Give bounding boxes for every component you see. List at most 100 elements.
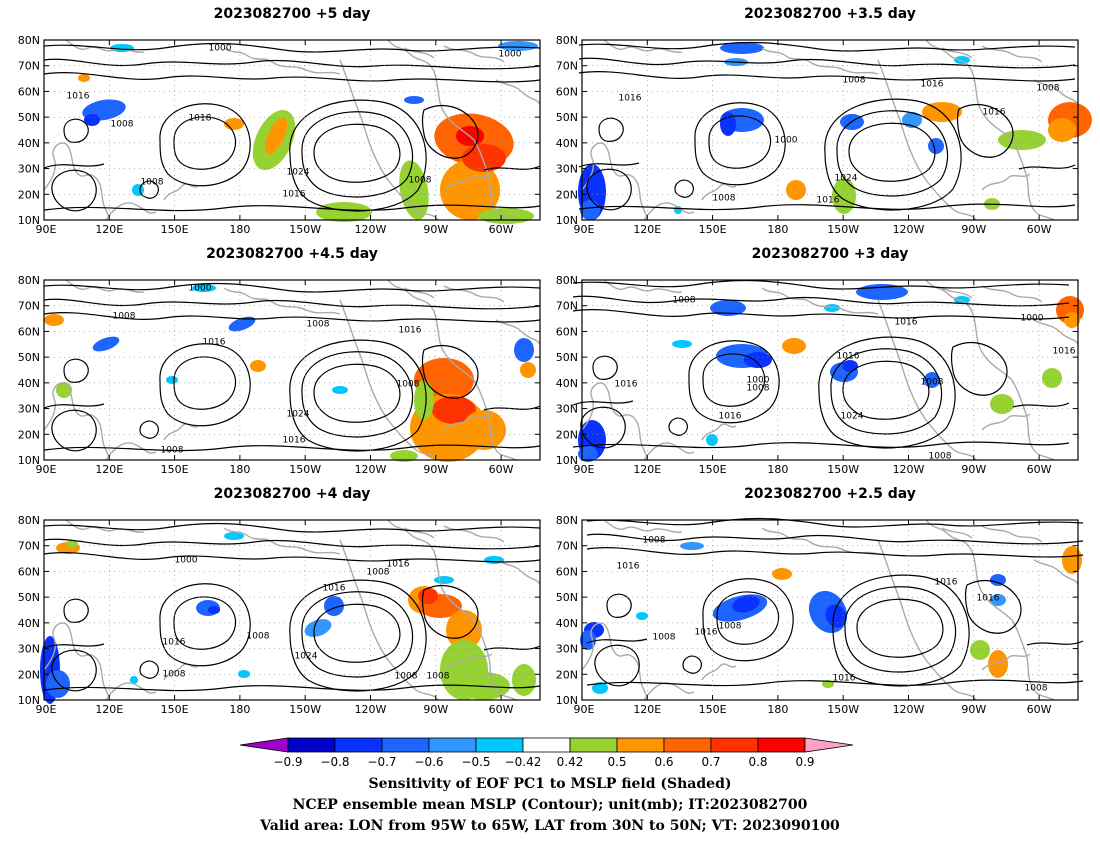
colorbar-segment: [616, 737, 665, 753]
lon-tick-label: 90W: [961, 703, 986, 716]
panel-title-6: 2023082700 +2.5 day: [744, 486, 916, 502]
isobar-label: 1016: [323, 584, 346, 594]
coastline: [603, 519, 683, 534]
shaded-anomaly: [710, 300, 746, 316]
lat-tick-label: 50N: [18, 111, 40, 124]
shaded-anomaly: [250, 360, 266, 372]
lon-tick-label: 90W: [423, 703, 448, 716]
isobar-label: 1008: [1025, 684, 1048, 694]
shaded-anomaly: [208, 606, 220, 614]
isobar-contour: [63, 598, 89, 623]
lon-tick-label: 60W: [1027, 703, 1052, 716]
isobar-contour: [159, 343, 251, 427]
isobar-contour: [964, 580, 1022, 634]
isobar-label: 1008: [929, 452, 952, 462]
shaded-anomaly: [720, 112, 736, 136]
isobar-contour: [43, 552, 541, 563]
isobar-label: 1008: [1037, 84, 1060, 94]
lon-tick-label: 180: [767, 703, 788, 716]
isobar-label: 1024: [295, 652, 318, 662]
shaded-anomaly: [399, 160, 429, 220]
lat-tick-label: 80N: [18, 514, 40, 527]
isobar-contour: [572, 295, 1070, 307]
lat-tick-label: 30N: [18, 403, 40, 416]
lat-tick-label: 70N: [18, 60, 40, 73]
lon-tick-label: 60W: [489, 703, 514, 716]
isobar-contour: [43, 42, 541, 53]
shaded-anomaly: [520, 362, 536, 378]
lon-tick-label: 60W: [489, 223, 514, 236]
isobar-label: 1016: [921, 80, 944, 90]
shaded-anomaly: [228, 316, 256, 332]
lat-tick-label: 40N: [18, 617, 40, 630]
isobar-label: 1008: [163, 670, 186, 680]
coastline: [1033, 559, 1079, 585]
isobar-label: 1000: [775, 136, 798, 146]
shaded-anomaly: [78, 74, 90, 82]
isobar-contour: [301, 111, 414, 198]
colorbar-segment: [287, 737, 336, 753]
shaded-anomaly: [44, 314, 64, 326]
lon-tick-label: 150W: [827, 703, 859, 716]
shaded-anomaly: [512, 664, 536, 696]
isobar-contour: [43, 282, 541, 293]
map-frame: [43, 519, 541, 701]
coastline: [925, 519, 1013, 621]
coastline: [403, 285, 505, 303]
isobar-contour: [572, 441, 1070, 449]
isobar-contour: [836, 110, 949, 197]
panel-title-2: 2023082700 +3.5 day: [744, 6, 916, 22]
shaded-anomaly: [782, 338, 806, 354]
isobar-contour: [592, 355, 618, 380]
panel-title-1: 2023082700 +5 day: [213, 6, 371, 22]
shaded-anomaly: [578, 446, 598, 462]
shaded-anomaly: [772, 568, 792, 580]
isobar-label: 1008: [409, 176, 432, 186]
lat-tick-label: 30N: [556, 643, 578, 656]
shaded-anomaly: [720, 42, 764, 54]
lat-tick-label: 40N: [556, 617, 578, 630]
lon-tick-label: 150E: [699, 223, 727, 236]
shaded-anomaly: [264, 117, 288, 155]
map-frame: [581, 279, 1079, 461]
lat-tick-label: 10N: [556, 454, 578, 467]
lat-tick-label: 40N: [556, 137, 578, 150]
coastline: [877, 59, 977, 221]
lat-tick-label: 50N: [556, 351, 578, 364]
lon-tick-label: 60W: [1027, 223, 1052, 236]
isobar-label: 1016: [619, 94, 642, 104]
lat-tick-label: 70N: [18, 300, 40, 313]
isobar-contour: [842, 360, 930, 420]
isobar-label: 1016: [1053, 347, 1076, 357]
colorbar-tick-label: 0.8: [748, 755, 767, 769]
coastline: [43, 382, 111, 461]
lat-tick-label: 40N: [18, 137, 40, 150]
shaded-anomaly: [92, 336, 120, 352]
isobar-label: 1016: [935, 578, 958, 588]
isobar-contour: [289, 339, 427, 452]
coastline: [603, 279, 683, 294]
lon-tick-label: 150W: [289, 223, 321, 236]
isobar-contour: [578, 71, 1076, 82]
lat-tick-label: 70N: [556, 60, 578, 73]
lat-tick-label: 40N: [556, 377, 578, 390]
isobar-label: 1024: [287, 410, 310, 420]
isobar-label: 1016: [695, 628, 718, 638]
coastline: [1011, 619, 1055, 701]
lon-tick-label: 120E: [95, 223, 123, 236]
isobar-contour: [572, 279, 1070, 290]
coastline: [65, 39, 145, 54]
coastline: [65, 279, 145, 294]
colorbar-tick-label: −0.8: [320, 755, 349, 769]
isobar-contour: [301, 591, 414, 678]
isobar-contour: [43, 204, 541, 212]
lat-tick-label: 60N: [18, 565, 40, 578]
colorbar-segment: [663, 737, 712, 753]
coastline: [443, 173, 493, 191]
isobar-label: 1024: [841, 412, 864, 422]
lat-tick-label: 80N: [18, 34, 40, 47]
lat-tick-label: 80N: [556, 34, 578, 47]
isobar-label: 1016: [983, 108, 1006, 118]
colorbar: −0.9 −0.8 −0.7 −0.6 −0.5 −0.42 0.42 0.5 0.6 0.7 0.…: [239, 737, 854, 769]
coastline: [105, 442, 157, 461]
